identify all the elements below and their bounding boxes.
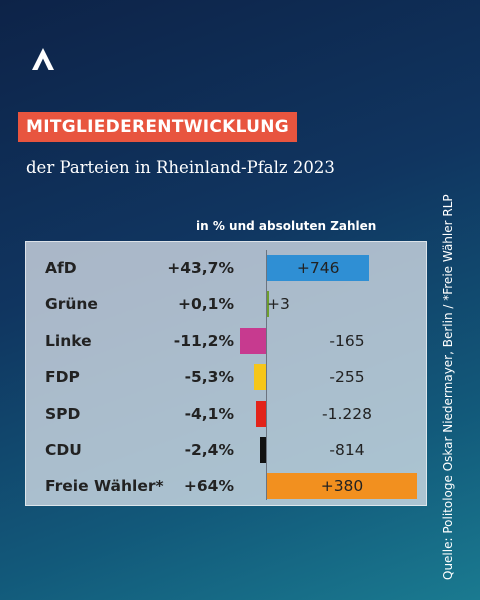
chart-row: AfD +43,7% +746 bbox=[26, 250, 426, 286]
percent-label: +43,7% bbox=[167, 259, 234, 277]
bar bbox=[256, 400, 266, 427]
bar bbox=[253, 364, 266, 391]
absolute-label: -255 bbox=[329, 368, 365, 387]
subtitle: der Parteien in Rheinland-Pfalz 2023 bbox=[26, 158, 335, 177]
chart-panel: AfD +43,7% +746 Grüne +0,1% +3 Linke -11,2% -165… bbox=[25, 241, 427, 506]
chart-row: Grüne +0,1% +3 bbox=[26, 286, 426, 322]
party-label: FDP bbox=[45, 368, 80, 387]
party-label: Grüne bbox=[45, 295, 98, 314]
party-label: Linke bbox=[45, 331, 92, 350]
party-label: CDU bbox=[45, 441, 82, 459]
bar bbox=[267, 473, 417, 500]
bar bbox=[267, 291, 269, 318]
chart-row: CDU -2,4% -814 bbox=[26, 432, 426, 468]
bar bbox=[260, 437, 266, 463]
absolute-label: -165 bbox=[329, 331, 365, 350]
bar bbox=[239, 327, 266, 354]
chart-row: Freie Wähler* +64% +380 bbox=[26, 468, 426, 504]
percent-label: +0,1% bbox=[178, 295, 234, 314]
chart-row: Linke -11,2% -165 bbox=[26, 323, 426, 359]
chart-row: SPD -4,1% -1.228 bbox=[26, 396, 426, 432]
source-note: Quelle: Politologe Oskar Niedermayer, Be… bbox=[441, 194, 455, 580]
unit-label: in % und absoluten Zahlen bbox=[196, 219, 377, 233]
absolute-label: +380 bbox=[320, 477, 364, 496]
percent-label: -5,3% bbox=[184, 368, 234, 387]
party-label: Freie Wähler* bbox=[45, 477, 164, 496]
absolute-label: +746 bbox=[296, 259, 340, 277]
chart-row: FDP -5,3% -255 bbox=[26, 359, 426, 395]
percent-label: -11,2% bbox=[173, 331, 234, 350]
absolute-label: -814 bbox=[329, 441, 365, 459]
percent-label: +64% bbox=[183, 477, 234, 496]
bar bbox=[267, 255, 370, 281]
zero-axis bbox=[266, 250, 267, 500]
absolute-label: -1.228 bbox=[322, 404, 372, 423]
caret-a-logo-icon bbox=[32, 48, 54, 70]
absolute-label: +3 bbox=[267, 295, 290, 314]
percent-label: -4,1% bbox=[184, 404, 234, 423]
headline: MITGLIEDERENTWICKLUNG bbox=[18, 112, 298, 142]
percent-label: -2,4% bbox=[184, 441, 234, 459]
party-label: SPD bbox=[45, 404, 81, 423]
party-label: AfD bbox=[45, 259, 77, 277]
